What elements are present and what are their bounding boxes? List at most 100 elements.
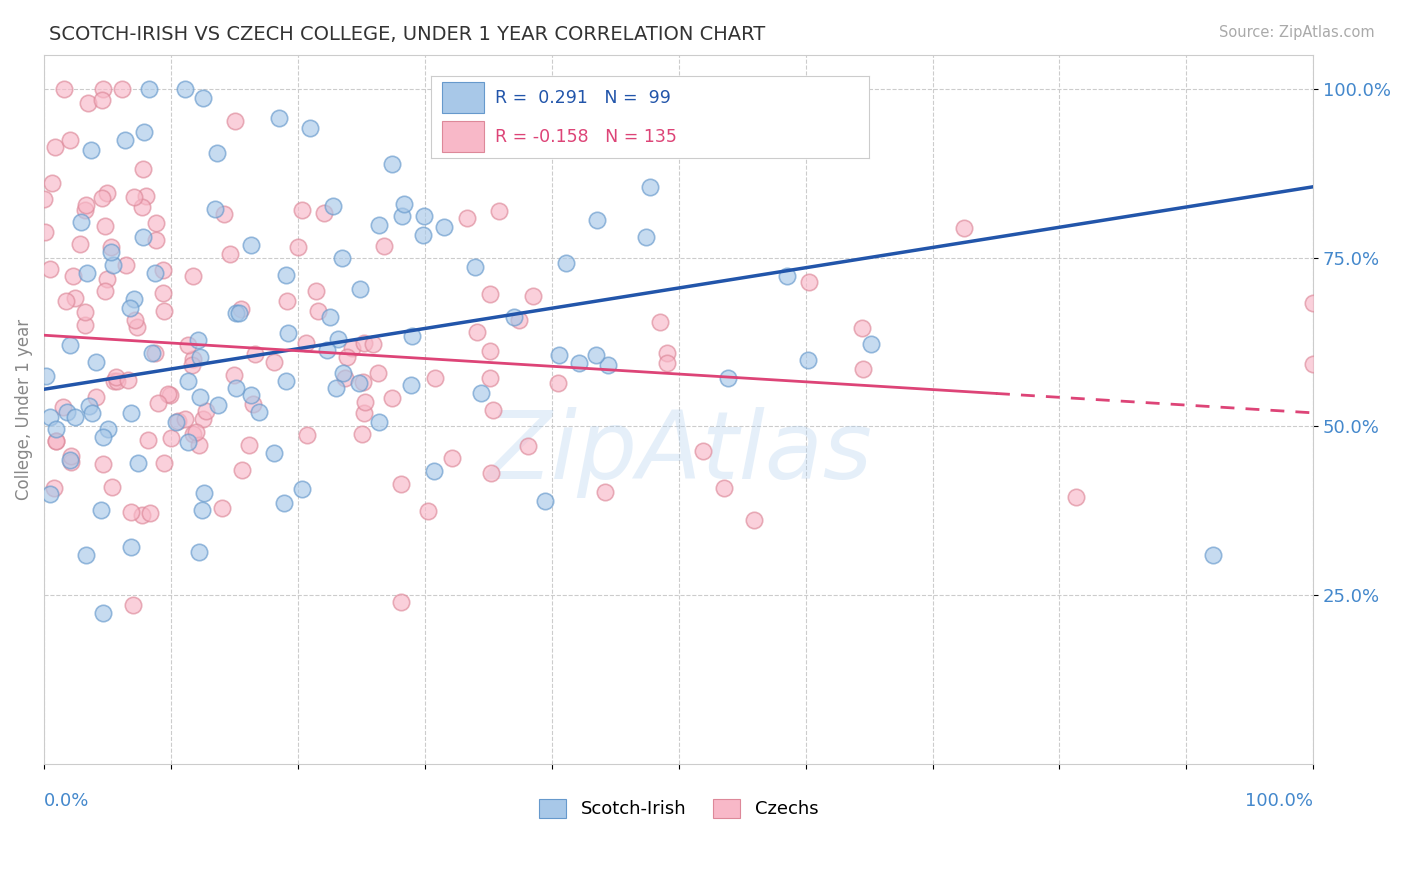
Point bbox=[295, 336, 318, 351]
Point bbox=[211, 500, 233, 515]
Point bbox=[367, 219, 389, 233]
Point bbox=[367, 415, 389, 429]
Point bbox=[479, 286, 502, 301]
Point bbox=[470, 386, 492, 401]
Point bbox=[101, 258, 124, 272]
Point bbox=[508, 313, 530, 327]
Point bbox=[456, 211, 478, 226]
Point bbox=[120, 540, 142, 554]
Point bbox=[115, 258, 138, 272]
Point bbox=[335, 371, 357, 385]
Point bbox=[481, 467, 503, 481]
Point bbox=[181, 426, 204, 441]
Point bbox=[181, 352, 204, 367]
Point bbox=[143, 346, 166, 360]
Point bbox=[34, 225, 56, 239]
Point bbox=[634, 230, 657, 244]
Point bbox=[1302, 357, 1324, 371]
Point bbox=[239, 238, 262, 252]
Point bbox=[145, 216, 167, 230]
Point bbox=[52, 400, 75, 414]
Point bbox=[139, 506, 162, 520]
Point bbox=[860, 337, 883, 351]
Point bbox=[84, 390, 107, 404]
Point bbox=[423, 464, 446, 478]
Point bbox=[122, 598, 145, 612]
Point bbox=[124, 312, 146, 326]
Point bbox=[277, 326, 299, 341]
Point bbox=[59, 453, 82, 467]
Point bbox=[503, 310, 526, 324]
Point bbox=[204, 202, 226, 216]
Point bbox=[381, 157, 404, 171]
Point bbox=[34, 192, 56, 206]
Point bbox=[568, 356, 591, 370]
Point bbox=[412, 227, 434, 242]
Point bbox=[120, 505, 142, 519]
Point bbox=[222, 368, 245, 383]
Point bbox=[548, 348, 571, 362]
Point bbox=[640, 179, 662, 194]
Text: 100.0%: 100.0% bbox=[1246, 792, 1313, 810]
Point bbox=[291, 203, 314, 218]
Point bbox=[389, 477, 412, 491]
Point bbox=[193, 412, 215, 426]
Point bbox=[1202, 548, 1225, 562]
Point bbox=[73, 202, 96, 217]
Point bbox=[41, 176, 63, 190]
Point bbox=[194, 404, 217, 418]
Point bbox=[187, 438, 209, 452]
Point bbox=[138, 82, 160, 96]
Point bbox=[141, 346, 163, 360]
Point bbox=[165, 415, 187, 429]
Point bbox=[190, 390, 212, 404]
Point bbox=[219, 247, 242, 261]
Point bbox=[90, 503, 112, 517]
Point bbox=[135, 188, 157, 202]
Point bbox=[177, 374, 200, 388]
Point bbox=[361, 337, 384, 351]
Point bbox=[534, 494, 557, 508]
Point bbox=[120, 406, 142, 420]
Point bbox=[228, 306, 250, 320]
Point bbox=[207, 146, 229, 161]
Point bbox=[1302, 296, 1324, 310]
Point bbox=[416, 504, 439, 518]
Point bbox=[38, 262, 60, 277]
Point bbox=[240, 388, 263, 402]
Point bbox=[852, 362, 875, 376]
Point bbox=[304, 284, 326, 298]
Point bbox=[742, 513, 765, 527]
Point bbox=[423, 370, 446, 384]
Point bbox=[181, 268, 204, 283]
Point bbox=[45, 434, 67, 449]
Point bbox=[117, 373, 139, 387]
Point bbox=[100, 245, 122, 260]
Point bbox=[42, 481, 65, 495]
Point bbox=[322, 199, 344, 213]
Point bbox=[103, 374, 125, 388]
Point bbox=[91, 457, 114, 471]
Point bbox=[70, 215, 93, 229]
Point bbox=[122, 189, 145, 203]
Point bbox=[94, 219, 117, 233]
Point bbox=[353, 394, 375, 409]
Point bbox=[391, 209, 413, 223]
Point bbox=[326, 332, 349, 346]
Point bbox=[167, 414, 190, 428]
Point bbox=[157, 387, 180, 401]
Point bbox=[188, 350, 211, 364]
Point bbox=[373, 238, 395, 252]
Point bbox=[143, 266, 166, 280]
Point bbox=[242, 396, 264, 410]
Point bbox=[465, 326, 488, 340]
Point bbox=[193, 486, 215, 500]
Point bbox=[319, 310, 342, 324]
Point bbox=[174, 412, 197, 426]
Point bbox=[94, 284, 117, 298]
Y-axis label: College, Under 1 year: College, Under 1 year bbox=[15, 319, 32, 500]
Point bbox=[80, 406, 103, 420]
Point bbox=[69, 236, 91, 251]
Point bbox=[136, 434, 159, 448]
Point bbox=[225, 381, 247, 395]
